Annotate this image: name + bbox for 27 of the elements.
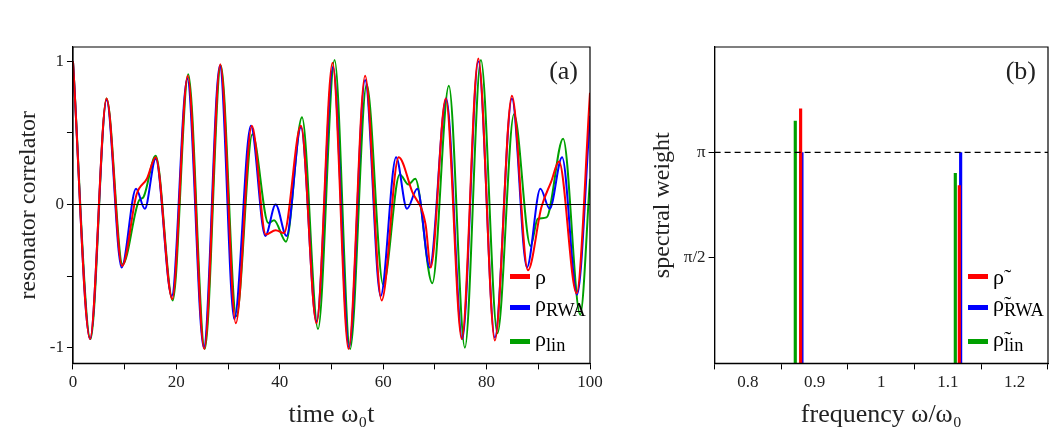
y-tick-label: -1 <box>49 337 64 357</box>
legend-label: ρ$_{lin}$ <box>535 324 566 358</box>
legend-label: ρ <box>535 263 546 291</box>
y-tick-label: 0 <box>55 193 64 213</box>
x-axis-title: frequency ω/ω₀ <box>800 399 962 429</box>
y-tick-label: π/2 <box>683 247 706 267</box>
x-tick-label: 1.2 <box>1004 372 1026 392</box>
legend-label: ρ̃$_{RWA}$ <box>993 290 1044 323</box>
annotation: (a) <box>549 55 578 85</box>
x-tick-label: 60 <box>374 372 392 392</box>
y-tick-label: π <box>697 141 707 161</box>
legend-label: ρ̃$_{lin}$ <box>993 324 1024 358</box>
annotation: (b) <box>1005 55 1036 85</box>
legend-label: ρ$_{RWA}$ <box>535 290 586 323</box>
x-tick-label: 0 <box>68 372 78 392</box>
x-axis-title: time ω₀t <box>288 399 376 429</box>
x-tick-label: 100 <box>577 372 603 392</box>
x-tick-label: 1 <box>877 372 886 392</box>
x-tick-label: 0.8 <box>737 372 759 392</box>
y-axis-title: resonator correlator <box>13 110 40 300</box>
x-tick-label: 0.9 <box>804 372 826 392</box>
x-tick-label: 40 <box>271 372 289 392</box>
y-axis-title: spectral weight <box>647 131 674 279</box>
x-tick-label: 80 <box>478 372 496 392</box>
x-tick-label: 20 <box>167 372 185 392</box>
x-tick-label: 1.1 <box>937 372 959 392</box>
y-tick-label: 1 <box>55 50 64 70</box>
